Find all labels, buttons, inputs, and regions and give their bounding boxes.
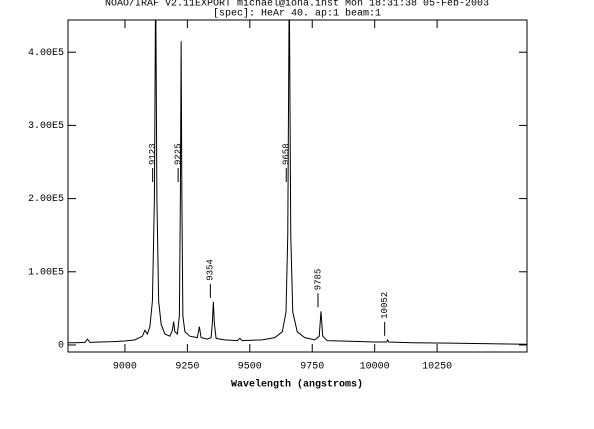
- y-tick-label: 1.00E5: [28, 267, 64, 278]
- y-tick-label: 3.00E5: [28, 121, 64, 132]
- y-tick-label: 0: [58, 341, 64, 352]
- peak-label: 10052: [380, 292, 390, 319]
- chart-subtitle: [spec]: HeAr 40. ap:1 beam:1: [213, 8, 381, 20]
- peak-label: 9123: [148, 143, 158, 165]
- x-tick-label: 9000: [113, 362, 137, 373]
- x-tick-label: 10000: [360, 362, 390, 373]
- y-tick-label: 2.00E5: [28, 194, 64, 205]
- peak-label: 9354: [206, 259, 216, 281]
- spectrum-line: [68, 20, 527, 345]
- x-tick-label: 9750: [300, 362, 324, 373]
- x-tick-label: 10250: [422, 362, 452, 373]
- plot-frame: [67, 19, 528, 353]
- x-tick-label: 9500: [238, 362, 262, 373]
- peak-label: 9785: [313, 269, 323, 291]
- y-tick-label: 4.00E5: [28, 48, 64, 59]
- peak-label: 9225: [174, 143, 184, 165]
- chart-title: NOAO/IRAF V2.11EXPORT michael@iona.inst …: [105, 0, 489, 10]
- x-tick-label: 9250: [175, 362, 199, 373]
- peak-label: 9658: [282, 143, 292, 165]
- x-axis-label: Wavelength (angstroms): [231, 379, 363, 391]
